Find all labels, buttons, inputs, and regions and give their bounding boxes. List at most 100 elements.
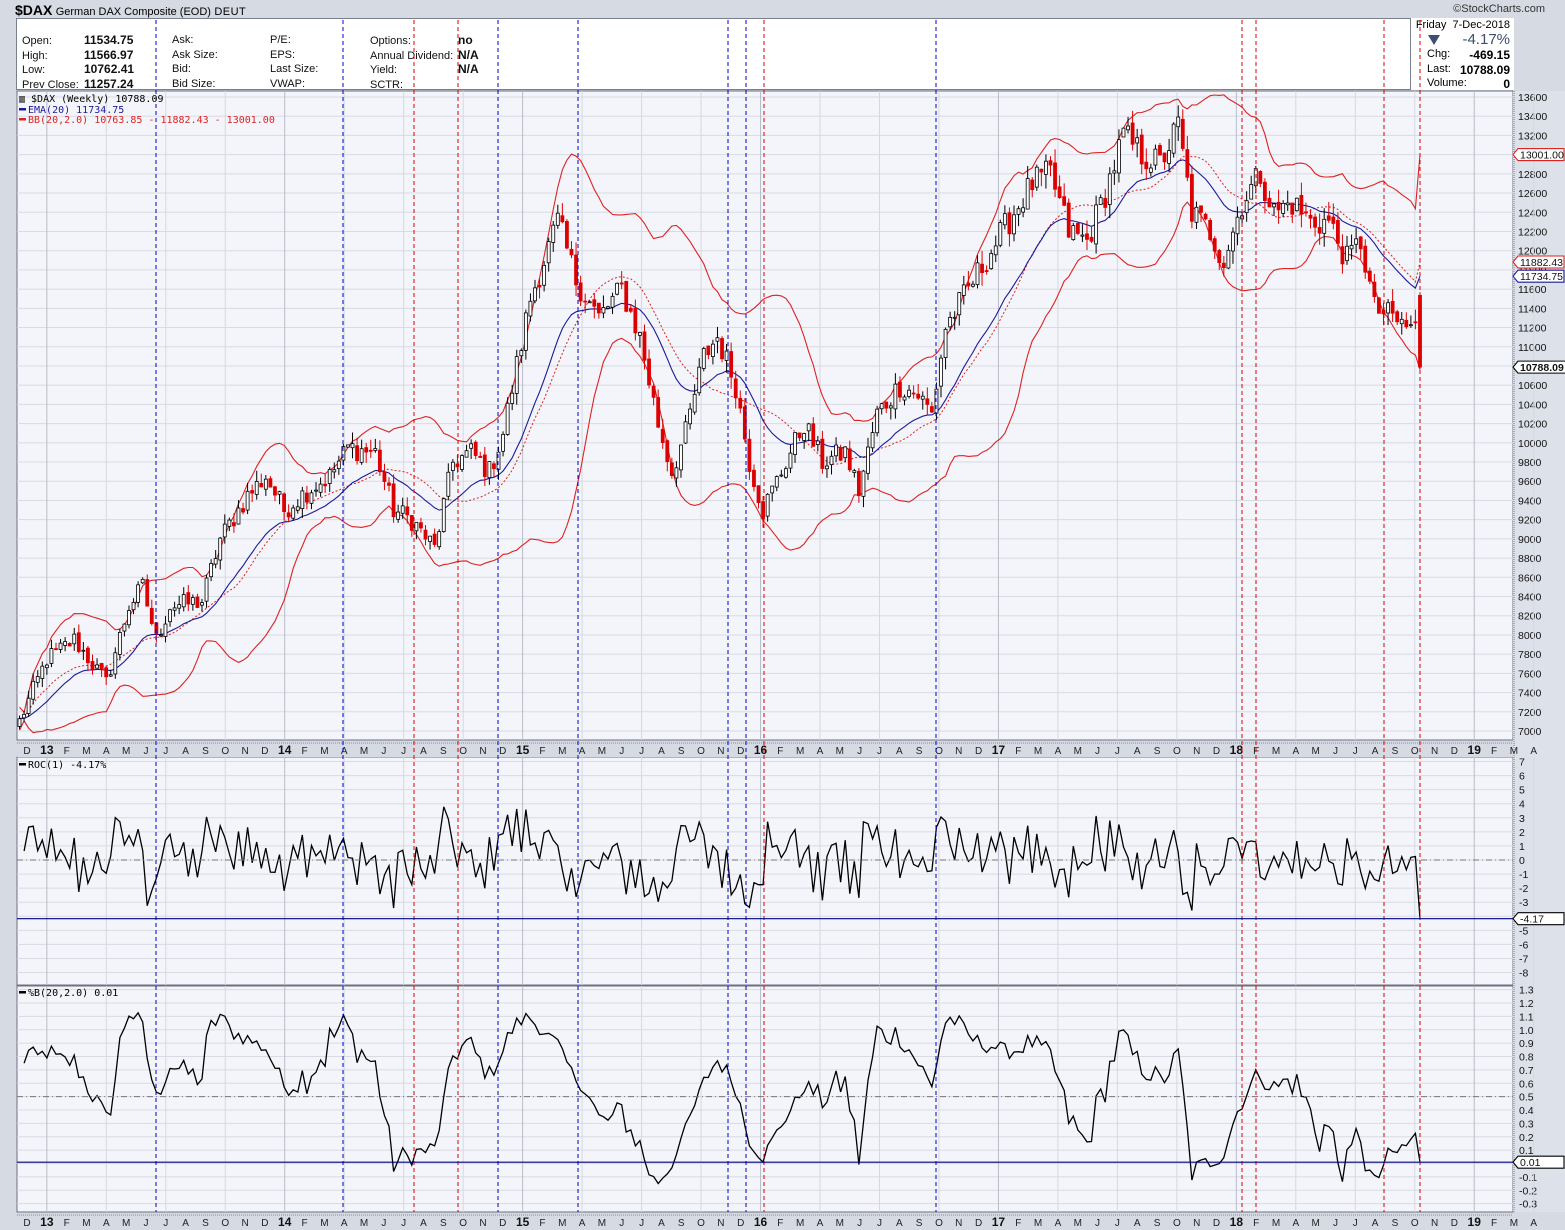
candle-body: [492, 463, 496, 469]
candle-body: [1144, 161, 1149, 170]
month-label: J: [1095, 746, 1100, 757]
candle-body: [1340, 246, 1345, 265]
candle-body: [1272, 203, 1276, 208]
month-label: A: [1134, 746, 1141, 757]
candle-body: [282, 493, 286, 513]
quote-col-options: Options: no Annual Dividend: N/A Yield: N/A…: [370, 33, 479, 92]
candle-body: [692, 393, 697, 413]
price-tick-label: 11000: [1518, 342, 1547, 354]
candle-body: [332, 469, 337, 473]
year-label: 15: [516, 743, 530, 757]
candle-body: [464, 450, 469, 458]
candle-body: [615, 282, 620, 295]
candle-body: [1002, 213, 1007, 226]
month-label: M: [796, 746, 804, 757]
candle-body: [647, 358, 651, 386]
candle-body: [706, 345, 711, 356]
month-label: M: [82, 1218, 90, 1229]
month-label: O: [697, 1218, 705, 1229]
candle-body: [1372, 281, 1377, 297]
candle-body: [806, 423, 811, 432]
bb-lower-line: [19, 201, 1421, 734]
month-label: A: [896, 1218, 903, 1229]
roc-plot: [23, 806, 1421, 919]
month-label: M: [1510, 746, 1518, 757]
month-label: A: [341, 1218, 348, 1229]
candle-body: [569, 248, 574, 256]
candle-body: [519, 350, 524, 357]
price-plot: [17, 94, 1422, 734]
candle-body: [22, 713, 26, 719]
month-label: A: [1134, 1218, 1141, 1229]
date-axis: [17, 1213, 1513, 1229]
candle-body: [168, 609, 172, 623]
month-label: M: [320, 746, 328, 757]
month-label: J: [639, 746, 644, 757]
roc-tick-label: 5: [1519, 785, 1525, 797]
candle-body: [1016, 208, 1021, 215]
candle-body: [1413, 321, 1418, 324]
candle-body: [952, 316, 957, 319]
candle-body: [1367, 270, 1372, 282]
candle-body: [902, 396, 907, 401]
candle-body: [501, 433, 505, 452]
pctb-tick-label: 0.7: [1519, 1065, 1534, 1077]
candle-body: [1190, 174, 1194, 222]
month-label: S: [440, 1218, 447, 1229]
month-label: A: [1055, 1218, 1062, 1229]
month-label: A: [1055, 746, 1062, 757]
candle-body: [314, 489, 318, 492]
candle-body: [1363, 245, 1368, 273]
candle-body: [1071, 225, 1076, 241]
month-label: S: [1392, 746, 1399, 757]
candle-body: [733, 378, 738, 399]
candle-body: [546, 241, 551, 264]
month-label: S: [1392, 1218, 1399, 1229]
candle-body: [304, 492, 309, 503]
roc-tick-label: 1: [1519, 841, 1525, 853]
pctb-value-tag-label: 0.01: [1520, 1157, 1541, 1169]
quote-high: High: 11566.97: [22, 47, 134, 62]
candle-body: [1377, 297, 1381, 314]
pctb-plot: [23, 1011, 1421, 1185]
candle-body: [423, 529, 428, 540]
month-label: D: [1451, 746, 1458, 757]
candle-body: [1130, 122, 1135, 145]
price-tick-label: 12000: [1518, 246, 1547, 258]
candle-body: [861, 470, 866, 497]
candle-body: [1285, 202, 1290, 206]
roc-tick-label: -3: [1519, 897, 1528, 909]
candle-body: [610, 295, 615, 308]
candle-body: [993, 245, 998, 256]
month-label: M: [598, 1218, 606, 1229]
price-tick-label: 7800: [1518, 649, 1542, 661]
vwap-label: VWAP:: [270, 78, 306, 91]
pctb-tick-label: -0.1: [1519, 1172, 1537, 1184]
candle-body: [1112, 170, 1117, 174]
candle-body: [925, 398, 930, 405]
candle-body: [400, 505, 405, 514]
candle-body: [359, 448, 364, 463]
candle-body: [752, 469, 756, 487]
candle-body: [1185, 149, 1190, 178]
price-tick-label: 9600: [1518, 476, 1542, 488]
candle-body: [1021, 207, 1026, 213]
month-label: O: [459, 1218, 467, 1229]
candle-body: [149, 607, 154, 624]
candle-body: [975, 262, 980, 286]
month-label: M: [558, 746, 566, 757]
month-label: A: [1292, 746, 1299, 757]
candle-body: [1025, 178, 1030, 210]
candle-body: [377, 449, 382, 473]
candle-body: [186, 592, 191, 605]
month-label: F: [1491, 746, 1497, 757]
price-tick-label: 12600: [1518, 188, 1547, 200]
candle-body: [1231, 231, 1235, 252]
candle-body: [1294, 197, 1299, 212]
candle-body: [140, 578, 145, 584]
month-label: J: [639, 1218, 644, 1229]
candle-body: [893, 383, 898, 410]
candle-body: [825, 465, 829, 470]
month-label: A: [579, 1218, 586, 1229]
